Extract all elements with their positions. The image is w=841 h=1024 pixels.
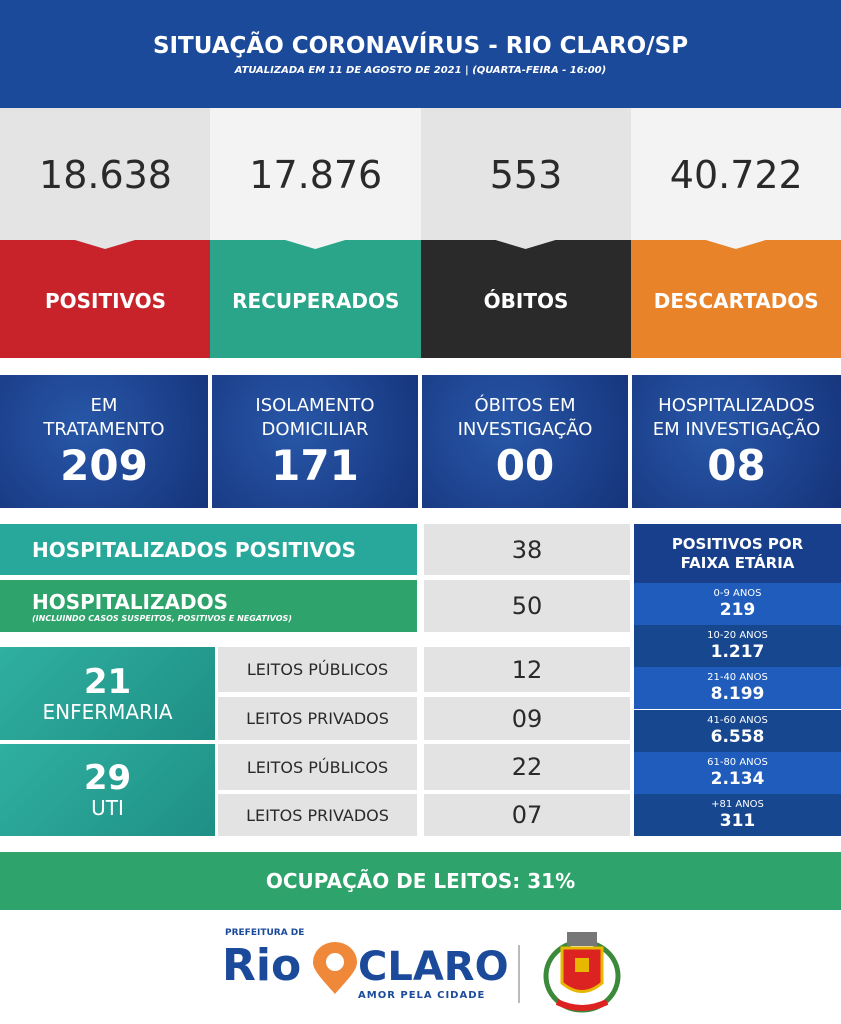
status-label: TRATAMENTO [43, 418, 165, 440]
status-label: ISOLAMENTO [255, 394, 375, 416]
status-value: 08 [707, 440, 766, 490]
card-value: 18.638 [0, 108, 211, 241]
age-row: 10-20 ANOS 1.217 [634, 625, 841, 668]
subtitle: ATUALIZADA EM 11 DE AGOSTO DE 2021 | (QU… [234, 64, 607, 76]
status-label: ÓBITOS EM [474, 394, 576, 416]
status-box: HOSPITALIZADOS EM INVESTIGAÇÃO 08 [632, 375, 841, 508]
bed-value: 22 [424, 744, 630, 790]
logo-rio: Rio [222, 940, 302, 991]
card-value: 553 [420, 108, 632, 241]
age-label: 41-60 ANOS [707, 714, 768, 726]
age-value: 311 [719, 810, 756, 831]
card-value: 17.876 [210, 108, 422, 241]
slogan: AMOR PELA CIDADE [358, 990, 486, 1001]
status-box: ÓBITOS EM INVESTIGAÇÃO 00 [422, 375, 628, 508]
crest [543, 932, 621, 1013]
bed-label: LEITOS PÚBLICOS [218, 647, 417, 692]
bed-label: LEITOS PRIVADOS [218, 697, 417, 740]
card-label: RECUPERADOS [210, 240, 422, 358]
hospital-note: (INCLUINDO CASOS SUSPEITOS, POSITIVOS E … [32, 613, 292, 623]
bed-value: 12 [424, 647, 630, 692]
age-title: FAIXA ETÁRIA [680, 553, 795, 572]
hospital-label: HOSPITALIZADOS POSITIVOS [0, 524, 417, 575]
age-label: 21-40 ANOS [707, 672, 768, 684]
age-label: 10-20 ANOS [707, 630, 768, 642]
age-row: +81 ANOS 311 [634, 793, 841, 836]
status-label: INVESTIGAÇÃO [457, 418, 593, 440]
logo-claro: CLARO [358, 944, 509, 990]
hospital-title: HOSPITALIZADOS POSITIVOS [32, 537, 357, 562]
status-value: 00 [495, 440, 555, 490]
age-value: 219 [719, 600, 756, 621]
card-notch [75, 240, 135, 249]
age-value: 6.558 [710, 726, 765, 747]
status-label: EM INVESTIGAÇÃO [652, 418, 821, 440]
ward-label: ENFERMARIA [42, 699, 173, 724]
logo-pin [313, 942, 357, 994]
bed-value: 07 [424, 794, 630, 836]
card-label: ÓBITOS [420, 240, 632, 358]
status-label: EM [90, 394, 118, 416]
card-notch [705, 240, 766, 249]
age-value: 1.217 [710, 642, 765, 663]
card-notch [495, 240, 556, 249]
age-title: POSITIVOS POR [671, 534, 804, 553]
status-box: EM TRATAMENTO 209 [0, 375, 208, 508]
hospital-label: HOSPITALIZADOS (INCLUINDO CASOS SUSPEITOS… [0, 580, 417, 632]
age-row: 21-40 ANOS 8.199 [634, 667, 841, 710]
age-value: 2.134 [710, 768, 765, 789]
age-label: 61-80 ANOS [707, 756, 768, 768]
occupancy: OCUPAÇÃO DE LEITOS: 31% [0, 852, 841, 910]
hospital-value: 50 [424, 580, 630, 632]
age-label: 0-9 ANOS [713, 588, 762, 600]
bed-value: 09 [424, 697, 630, 740]
status-box: ISOLAMENTO DOMICILIAR 171 [212, 375, 418, 508]
card-notch [285, 240, 346, 249]
title: SITUAÇÃO CORONAVÍRUS - RIO CLARO/SP [152, 32, 689, 59]
status-value: 209 [60, 440, 148, 490]
card-label: POSITIVOS [0, 240, 211, 358]
status-label: DOMICILIAR [261, 418, 369, 440]
ward-count: 21 [83, 661, 132, 702]
status-label: HOSPITALIZADOS [658, 394, 815, 416]
ward-box: 21 ENFERMARIA [0, 647, 215, 740]
footer: PREFEITURA DE Rio CLARO AMOR PELA CIDADE [180, 920, 660, 1020]
prefix: PREFEITURA DE [225, 928, 305, 938]
bed-label: LEITOS PÚBLICOS [218, 744, 417, 790]
age-value: 8.199 [710, 684, 765, 705]
ward-box: 29 UTI [0, 744, 215, 836]
age-label: +81 ANOS [711, 798, 764, 810]
card-label: DESCARTADOS [630, 240, 841, 358]
ward-label: UTI [91, 796, 124, 820]
hospital-value: 38 [424, 524, 630, 575]
ward-count: 29 [83, 758, 132, 798]
status-value: 171 [271, 440, 359, 490]
card-value: 40.722 [630, 108, 841, 241]
age-row: 61-80 ANOS 2.134 [634, 751, 841, 794]
age-row: 41-60 ANOS 6.558 [634, 709, 841, 752]
age-header: POSITIVOS POR FAIXA ETÁRIA [634, 524, 841, 583]
hospital-title: HOSPITALIZADOS [32, 589, 228, 614]
divider [518, 945, 520, 1003]
age-row: 0-9 ANOS 219 [634, 583, 841, 626]
header: SITUAÇÃO CORONAVÍRUS - RIO CLARO/SP ATUA… [0, 0, 841, 108]
bed-label: LEITOS PRIVADOS [218, 794, 417, 836]
